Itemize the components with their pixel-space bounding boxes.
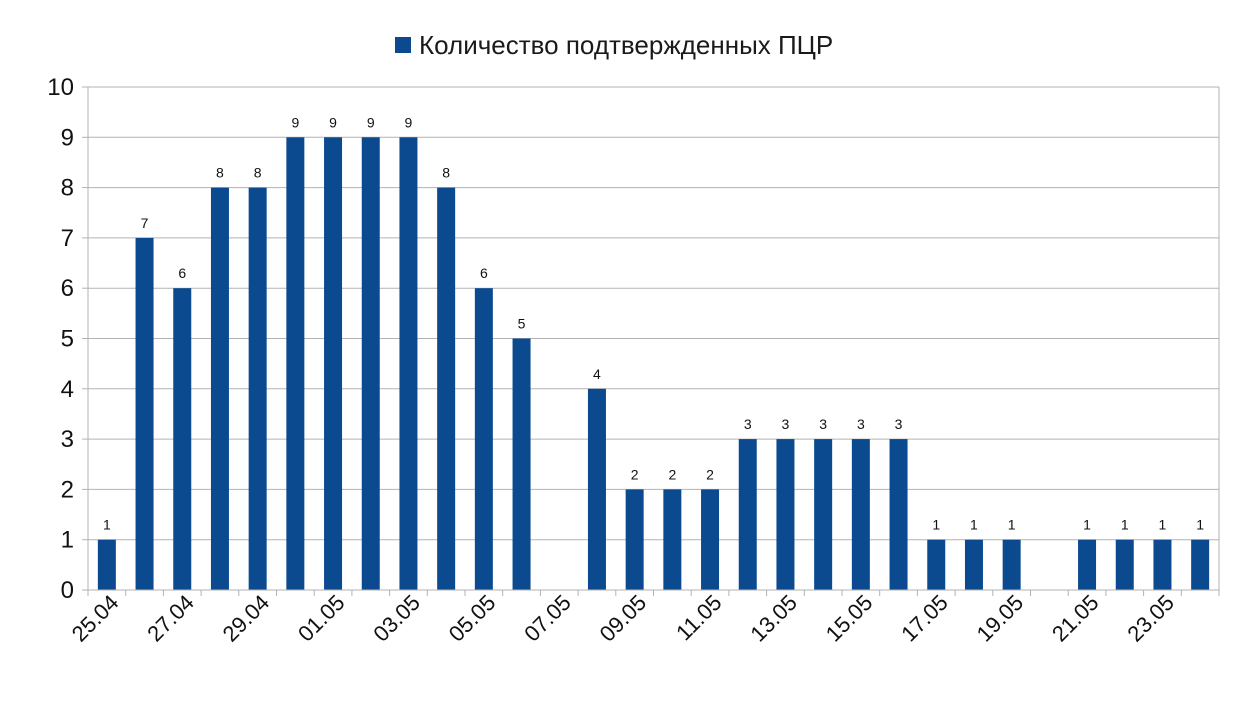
bar xyxy=(324,137,343,591)
data-label: 1 xyxy=(970,517,978,533)
bar xyxy=(587,388,606,590)
legend: Количество подтвержденных ПЦР xyxy=(395,30,833,60)
y-tick-label: 10 xyxy=(47,74,74,101)
bar xyxy=(776,439,795,590)
bar xyxy=(889,439,908,590)
bar xyxy=(1153,539,1172,590)
data-label: 9 xyxy=(405,114,413,130)
data-label: 5 xyxy=(518,316,526,332)
x-tick-label: 23.05 xyxy=(1122,590,1179,647)
bar xyxy=(1002,539,1021,590)
y-tick-label: 6 xyxy=(61,275,74,302)
data-label: 8 xyxy=(216,165,224,181)
x-axis-ticks: 25.04 27.04 29.04 01.05 03.05 05.05 07.05 09.05… xyxy=(67,590,1220,647)
x-tick-label: 01.05 xyxy=(293,590,350,647)
x-tick-label: 13.05 xyxy=(745,590,802,647)
data-label: 9 xyxy=(291,114,299,130)
bar xyxy=(1078,539,1097,590)
data-label: 1 xyxy=(1196,517,1204,533)
x-tick-label: 25.04 xyxy=(67,590,124,647)
bar xyxy=(210,187,229,590)
data-label: 7 xyxy=(141,215,149,231)
data-label: 1 xyxy=(1008,517,1016,533)
y-tick-label: 9 xyxy=(61,124,74,151)
data-label: 3 xyxy=(857,416,865,432)
x-tick-label: 07.05 xyxy=(519,590,576,647)
data-label: 1 xyxy=(1083,517,1091,533)
bar xyxy=(927,539,946,590)
x-tick-label: 05.05 xyxy=(444,590,501,647)
bar xyxy=(1115,539,1134,590)
data-label: 3 xyxy=(744,416,752,432)
x-tick-label: 03.05 xyxy=(368,590,425,647)
bar xyxy=(135,237,154,590)
bar xyxy=(437,187,456,590)
x-tick-label: 15.05 xyxy=(821,590,878,647)
data-label: 1 xyxy=(1159,517,1167,533)
bar xyxy=(248,187,267,590)
bar xyxy=(738,439,757,590)
y-axis-ticks: 0 1 2 3 4 5 6 7 8 9 10 xyxy=(47,74,88,604)
bar xyxy=(663,489,682,590)
bar xyxy=(851,439,870,590)
legend-swatch xyxy=(395,37,411,53)
x-tick-label: 29.04 xyxy=(218,590,275,647)
y-tick-label: 5 xyxy=(61,326,74,353)
y-tick-label: 0 xyxy=(61,577,74,604)
data-label: 2 xyxy=(706,466,714,482)
bar xyxy=(399,137,418,591)
data-label: 6 xyxy=(178,265,186,281)
data-label: 2 xyxy=(631,466,639,482)
data-labels: 1 7 6 8 8 9 9 9 9 8 6 5 4 2 2 2 3 3 3 3 3 1 1 1 1 1 1 1 xyxy=(103,114,1204,532)
data-label: 1 xyxy=(1121,517,1129,533)
data-label: 1 xyxy=(103,517,111,533)
bar xyxy=(173,288,192,590)
bar xyxy=(814,439,833,590)
bar xyxy=(286,137,305,591)
bar xyxy=(97,539,116,590)
y-tick-label: 2 xyxy=(61,476,74,503)
data-label: 6 xyxy=(480,265,488,281)
legend-label: Количество подтвержденных ПЦР xyxy=(419,30,833,60)
bar xyxy=(512,338,531,590)
x-tick-label: 21.05 xyxy=(1047,590,1104,647)
bar xyxy=(625,489,644,590)
bar xyxy=(361,137,380,591)
x-tick-label: 09.05 xyxy=(595,590,652,647)
bar xyxy=(1191,539,1210,590)
data-label: 8 xyxy=(442,165,450,181)
bar xyxy=(474,288,493,590)
y-tick-label: 1 xyxy=(61,527,74,554)
y-tick-label: 8 xyxy=(61,175,74,202)
bar xyxy=(701,489,720,590)
x-tick-label: 19.05 xyxy=(972,590,1029,647)
data-label: 4 xyxy=(593,366,601,382)
x-tick-label: 27.04 xyxy=(142,590,199,647)
data-label: 3 xyxy=(782,416,790,432)
data-label: 2 xyxy=(668,466,676,482)
y-tick-label: 4 xyxy=(61,376,74,403)
x-tick-label: 17.05 xyxy=(896,590,953,647)
data-label: 9 xyxy=(329,114,337,130)
y-tick-label: 3 xyxy=(61,426,74,453)
bars xyxy=(97,137,1210,591)
data-label: 3 xyxy=(895,416,903,432)
x-tick-label: 11.05 xyxy=(671,590,726,645)
data-label: 1 xyxy=(932,517,940,533)
data-label: 3 xyxy=(819,416,827,432)
data-label: 9 xyxy=(367,114,375,130)
bar xyxy=(964,539,983,590)
y-tick-label: 7 xyxy=(61,225,74,252)
data-label: 8 xyxy=(254,165,262,181)
